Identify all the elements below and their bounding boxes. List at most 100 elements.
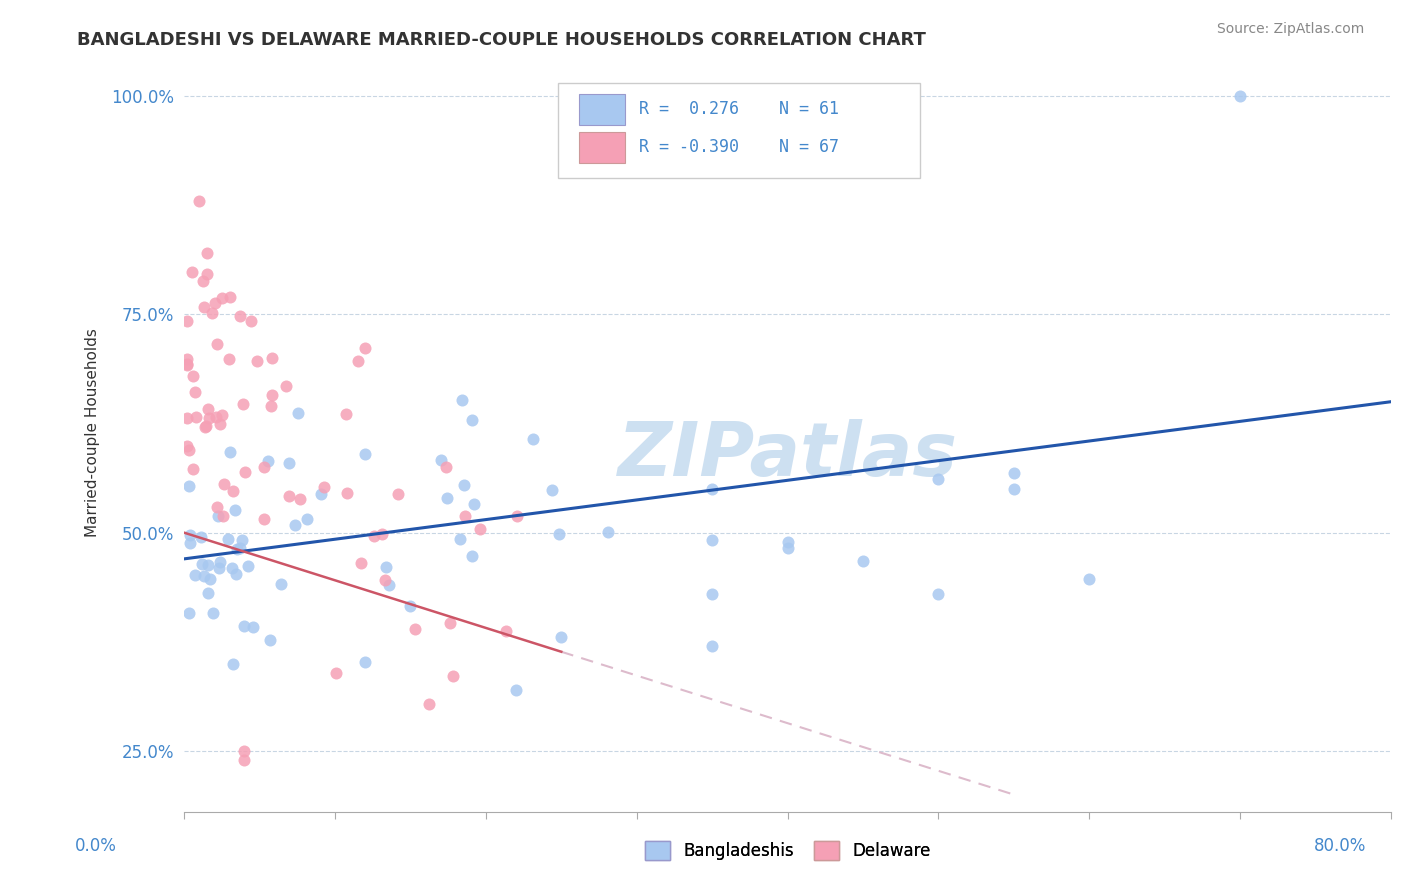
Point [598, 524, 620, 539]
Point [1078, 572, 1101, 586]
Point [212, 477, 235, 491]
Point [375, 560, 398, 574]
Point [852, 554, 875, 568]
Point [436, 459, 458, 474]
Point [233, 619, 256, 633]
Point [1002, 482, 1025, 496]
Point [225, 541, 247, 556]
Text: 0.0%: 0.0% [75, 837, 117, 855]
Point [495, 624, 517, 638]
Point [229, 309, 252, 323]
Point [404, 622, 426, 636]
Point [183, 384, 205, 399]
Point [347, 354, 370, 368]
Point [194, 419, 217, 434]
Point [363, 529, 385, 543]
Point [224, 503, 246, 517]
Point [505, 682, 527, 697]
Point [180, 264, 202, 278]
Point [418, 698, 440, 712]
Point [204, 409, 226, 424]
Point [205, 500, 228, 514]
Point [700, 483, 723, 497]
Point [191, 557, 214, 571]
Point [176, 357, 198, 371]
Text: BANGLADESHI VS DELAWARE MARRIED-COUPLE HOUSEHOLDS CORRELATION CHART: BANGLADESHI VS DELAWARE MARRIED-COUPLE H… [77, 31, 927, 49]
Point [288, 491, 311, 506]
Point [191, 274, 214, 288]
Point [270, 576, 292, 591]
Point [207, 337, 229, 351]
Point [439, 616, 461, 631]
Point [219, 290, 242, 304]
Point [184, 410, 207, 425]
Point [278, 489, 301, 503]
FancyBboxPatch shape [579, 132, 624, 162]
Point [233, 465, 256, 479]
Point [197, 558, 219, 573]
Point [430, 453, 453, 467]
Point [194, 420, 217, 434]
Point [179, 528, 201, 542]
Point [233, 744, 256, 758]
Point [209, 417, 232, 431]
Point [354, 341, 377, 355]
Point [197, 411, 219, 425]
Point [195, 246, 218, 260]
Point [463, 497, 485, 511]
Point [181, 368, 204, 383]
Point [209, 555, 232, 569]
Point [354, 655, 377, 669]
Point [177, 606, 200, 620]
Text: Source: ZipAtlas.com: Source: ZipAtlas.com [1216, 22, 1364, 37]
Point [927, 587, 949, 601]
Text: ZIPatlas: ZIPatlas [617, 418, 957, 491]
Point [262, 388, 284, 402]
Point [374, 573, 396, 587]
Point [460, 549, 482, 563]
Point [312, 480, 335, 494]
Point [262, 351, 284, 365]
Point [776, 541, 799, 556]
Point [541, 483, 564, 497]
Point [295, 512, 318, 526]
Point [221, 484, 243, 499]
Point [336, 486, 359, 500]
Legend: Bangladeshis, Delaware: Bangladeshis, Delaware [637, 832, 939, 868]
Point [179, 442, 201, 457]
Point [253, 511, 276, 525]
Point [276, 379, 298, 393]
Point [470, 522, 492, 536]
Point [197, 586, 219, 600]
Point [208, 561, 231, 575]
Point [176, 411, 198, 425]
Point [927, 472, 949, 486]
Text: R = -0.390    N = 67: R = -0.390 N = 67 [640, 138, 839, 156]
Point [453, 477, 475, 491]
Point [231, 533, 253, 547]
Point [311, 487, 333, 501]
Point [259, 633, 281, 648]
Point [179, 478, 201, 492]
Point [436, 491, 458, 506]
Point [201, 306, 224, 320]
Point [253, 459, 276, 474]
Point [256, 453, 278, 467]
Point [277, 456, 299, 470]
Point [700, 639, 723, 653]
Point [201, 606, 224, 620]
Point [211, 509, 233, 524]
Point [232, 397, 254, 411]
Point [354, 447, 377, 461]
Point [1002, 466, 1025, 480]
Point [700, 587, 723, 601]
Point [188, 194, 211, 208]
Point [1229, 89, 1251, 103]
Point [190, 530, 212, 544]
Point [218, 444, 240, 458]
Point [325, 665, 347, 680]
Point [371, 527, 394, 541]
Point [225, 566, 247, 581]
Point [179, 536, 201, 550]
Point [441, 669, 464, 683]
